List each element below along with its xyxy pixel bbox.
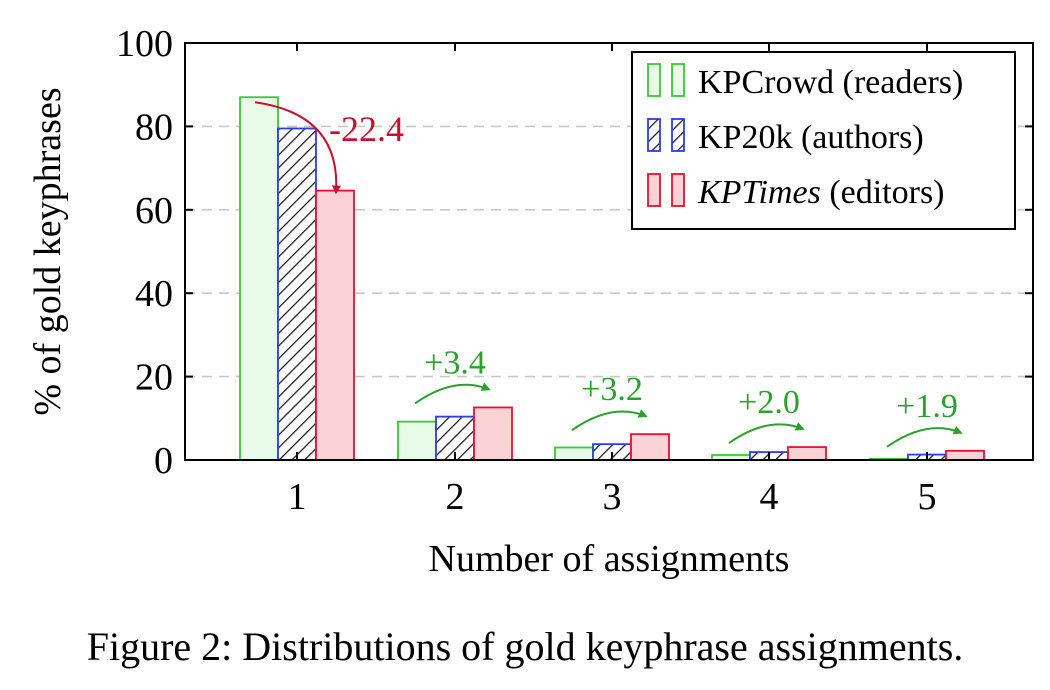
annotation-arrow xyxy=(886,425,963,448)
axes: 0 20 40 60 80 100 1 2 3 4 5 Number of assignments % … xyxy=(27,23,1034,580)
annotation-arrow xyxy=(571,409,648,431)
bar-1-2 xyxy=(397,420,437,461)
annotation-label: +3.4 xyxy=(424,344,486,381)
x-tick-label: 2 xyxy=(446,476,465,518)
bar-chart: -22.4 +3.4 +3.2 +2.0 +1.9 0 20 40 60 80 100 1 2 3 4 5 N… xyxy=(27,23,1034,580)
annotation-label: +3.2 xyxy=(581,371,643,408)
y-tick-label: 80 xyxy=(135,106,173,148)
annotations: -22.4 +3.4 +3.2 +2.0 +1.9 xyxy=(254,101,963,448)
bar-1-3 xyxy=(554,446,594,461)
legend-label: KPCrowd (readers) xyxy=(698,64,963,101)
bar-2-1 xyxy=(277,127,317,461)
legend-box xyxy=(631,51,1016,230)
annotation-label: -22.4 xyxy=(329,109,404,149)
plot-frame xyxy=(184,42,1034,461)
annotation-arrow xyxy=(414,382,491,405)
legend-label: KP20k (authors) xyxy=(698,119,924,156)
x-tick-label: 3 xyxy=(603,476,622,518)
annotation-label: +2.0 xyxy=(738,384,800,421)
x-axis-label: Number of assignments xyxy=(429,538,790,580)
figure-caption: Figure 2: Distributions of gold keyphras… xyxy=(86,624,964,669)
bar-1-1 xyxy=(239,96,279,461)
legend-swatch xyxy=(671,118,685,152)
y-tick-label: 40 xyxy=(135,273,173,315)
bar-3-3 xyxy=(630,433,670,461)
y-tick-label: 0 xyxy=(154,440,173,482)
y-tick-label: 20 xyxy=(135,357,173,399)
annotation-arrow xyxy=(254,101,341,195)
x-tick-label: 5 xyxy=(918,476,937,518)
y-tick-label: 100 xyxy=(116,23,173,65)
legend-swatch xyxy=(647,118,661,152)
y-axis-label: % of gold keyphrases xyxy=(27,87,69,415)
x-tick-label: 4 xyxy=(760,476,779,518)
legend-swatch xyxy=(647,63,661,97)
bars xyxy=(239,96,985,461)
legend-swatch xyxy=(671,173,685,207)
bar-3-1 xyxy=(315,189,355,461)
bar-3-5 xyxy=(945,449,985,461)
bar-3-2 xyxy=(473,406,513,461)
legend-label: KPTimes (editors) xyxy=(697,174,945,211)
y-tick-label: 60 xyxy=(135,190,173,232)
legend-swatch xyxy=(671,63,685,97)
bar-3-4 xyxy=(787,446,827,461)
legend: KPCrowd (readers) KP20k (authors) KPTimes … xyxy=(631,51,1016,230)
x-tick-label: 1 xyxy=(288,476,307,518)
annotation-arrow xyxy=(728,422,805,444)
annotation-label: +1.9 xyxy=(896,388,958,425)
legend-swatch xyxy=(647,173,661,207)
